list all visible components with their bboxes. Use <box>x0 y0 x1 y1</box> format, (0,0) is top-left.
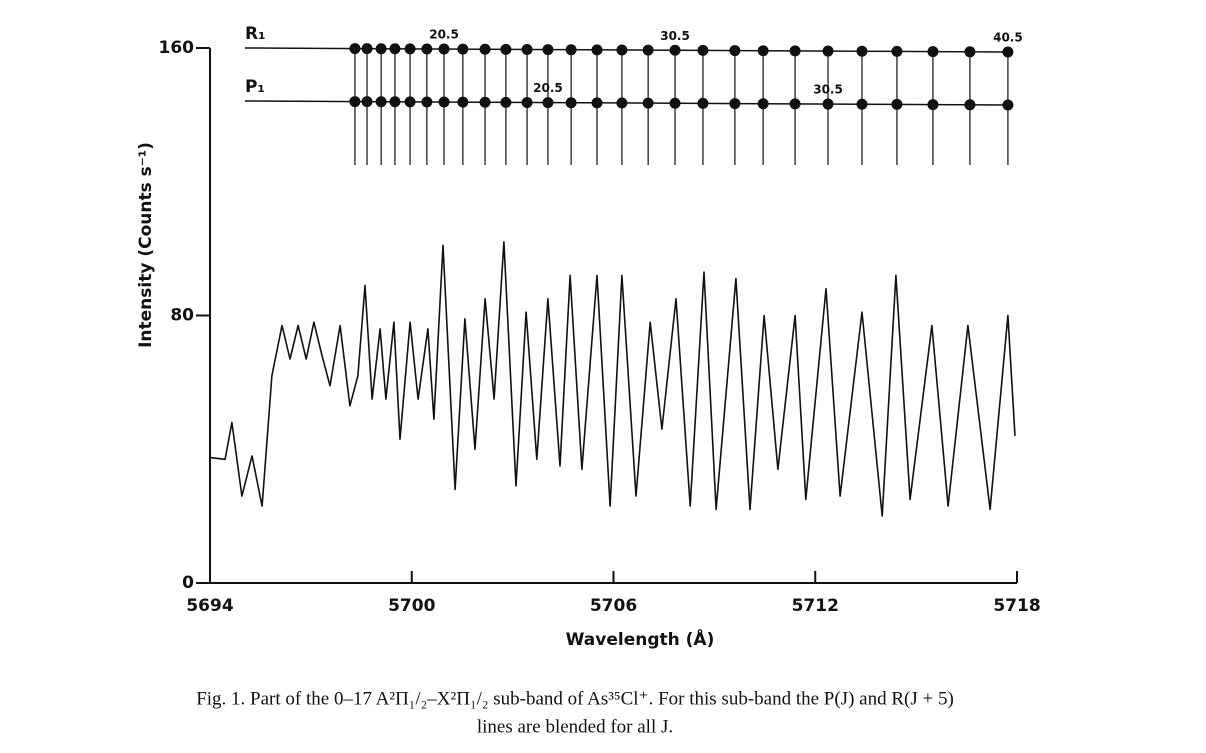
x-tick-label: 5718 <box>993 596 1040 616</box>
ladder-dot <box>616 97 628 109</box>
ladder-dot <box>642 44 654 56</box>
ladder-dot <box>964 99 976 111</box>
ladder-dot <box>669 44 681 56</box>
ladder-dot <box>565 97 577 109</box>
ladder-dot <box>438 96 450 108</box>
ladder-dot <box>479 96 491 108</box>
ladder-dot <box>822 45 834 57</box>
ladder-dot <box>669 97 681 109</box>
y-tick-label: 80 <box>170 306 194 326</box>
ladder-dot <box>542 97 554 109</box>
ladder-dot <box>349 96 361 108</box>
caption-line: Fig. 1. Part of the 0–17 A²Π₁/₂–X²Π₁/₂ s… <box>196 688 954 709</box>
ladder-dot <box>361 43 373 55</box>
ladder-dot <box>438 43 450 55</box>
ladder-dot <box>891 45 903 57</box>
ladder-label: 20.5 <box>429 28 459 42</box>
ladder-dot <box>927 99 939 111</box>
ladder-name: P₁ <box>245 77 265 97</box>
spectrum-line <box>209 241 1016 517</box>
ladder-dot <box>479 43 491 55</box>
ladder-dot <box>389 96 401 108</box>
ladder-dot <box>542 44 554 56</box>
ladder-dot <box>565 44 577 56</box>
ladder-dot <box>927 46 939 58</box>
ladder-label: 20.5 <box>533 81 563 95</box>
y-tick-label: 0 <box>182 573 194 593</box>
ladder-dot <box>642 97 654 109</box>
ladder-dot <box>457 43 469 55</box>
ladder-label: 30.5 <box>813 83 843 97</box>
ladder-dot <box>500 96 512 108</box>
ladder-label: 30.5 <box>660 29 690 43</box>
ladder-dot <box>591 44 603 56</box>
y-tick-label: 160 <box>159 38 195 58</box>
x-tick-label: 5700 <box>388 596 435 616</box>
ladder-dot <box>361 96 373 108</box>
ladder-dot <box>421 96 433 108</box>
ladder-dot <box>404 43 416 55</box>
caption-line: lines are blended for all J. <box>477 716 673 737</box>
ladder-dot <box>457 96 469 108</box>
ladder-dot <box>421 43 433 55</box>
ladder-dot <box>521 43 533 55</box>
ladder-dot <box>822 98 834 110</box>
ladder-dot <box>789 98 801 110</box>
ladder-dot <box>349 43 361 55</box>
ladder-dot <box>697 97 709 109</box>
ladder-dot <box>616 44 628 56</box>
y-axis-title: Intensity (Counts s⁻¹) <box>136 142 156 348</box>
x-tick-label: 5706 <box>590 596 637 616</box>
ladder-dot <box>757 98 769 110</box>
ladder-dot <box>729 45 741 57</box>
x-axis-title: Wavelength (Å) <box>566 627 715 650</box>
ladder-dot <box>891 98 903 110</box>
ladder-dot <box>521 96 533 108</box>
ladder-dot <box>389 43 401 55</box>
ladder-name: R₁ <box>245 24 266 44</box>
ladder-dot <box>591 97 603 109</box>
ladder-dot <box>856 98 868 110</box>
ladder-label: 40.5 <box>993 31 1023 45</box>
ladder-dot <box>856 45 868 57</box>
x-tick-label: 5712 <box>792 596 839 616</box>
ladder-dot <box>789 45 801 57</box>
ladder-dot <box>964 46 976 58</box>
ladder-dot <box>404 96 416 108</box>
ladder-dot <box>697 44 709 56</box>
ladder-dot <box>500 43 512 55</box>
ladder-dot <box>729 98 741 110</box>
x-tick-label: 5694 <box>186 596 233 616</box>
ladder-dot <box>757 45 769 57</box>
ladder-dot <box>1002 99 1014 111</box>
ladder-dot <box>375 96 387 108</box>
ladder-dot <box>375 43 387 55</box>
ladder-dot <box>1002 46 1014 58</box>
